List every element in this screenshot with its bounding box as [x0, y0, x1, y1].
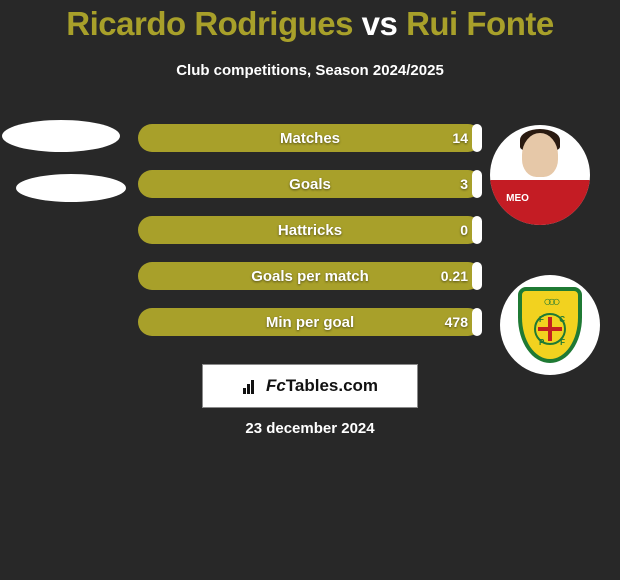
stat-label: Min per goal [266, 314, 354, 331]
player-head-icon [522, 133, 558, 177]
brand-suffix: .com [338, 376, 378, 395]
page-title: Ricardo Rodrigues vs Rui Fonte [0, 5, 620, 43]
crest-letter-tl: F [539, 315, 544, 324]
brand-icon-bar [247, 384, 250, 394]
crest-letter-bl: P [539, 338, 544, 347]
stat-bar-matches: Matches 14 [138, 124, 482, 152]
player-jersey: MEO [490, 180, 590, 225]
stat-label: Matches [280, 130, 340, 147]
brand-prefix: Fc [266, 376, 286, 395]
stat-bar-fill [472, 124, 482, 152]
stat-bar-fill [472, 262, 482, 290]
left-placeholder-shapes [2, 120, 126, 202]
branding-box: FcTables.com [202, 364, 418, 408]
stat-bar-min-per-goal: Min per goal 478 [138, 308, 482, 336]
title-player2: Rui Fonte [406, 5, 554, 42]
infographic-canvas: Ricardo Rodrigues vs Rui Fonte Club comp… [0, 0, 620, 580]
crest-rings-icon: ○○○ [518, 293, 582, 309]
stat-right-value: 3 [460, 176, 468, 192]
stat-right-value: 0 [460, 222, 468, 238]
stat-bar-goals: Goals 3 [138, 170, 482, 198]
player-photo-top: MEO [490, 125, 590, 225]
crest-letters: F C P F [536, 315, 568, 347]
stat-right-value: 14 [452, 130, 468, 146]
stat-bar-hattricks: Hattricks 0 [138, 216, 482, 244]
crest-letter-br: F [560, 338, 565, 347]
stat-label: Hattricks [278, 222, 342, 239]
crest-letter-tr: C [559, 315, 565, 324]
subtitle-text: Club competitions, Season 2024/2025 [0, 62, 620, 79]
brand-main: Tables [286, 376, 339, 395]
brand-icon-bar [243, 388, 246, 394]
title-player1: Ricardo Rodrigues [66, 5, 353, 42]
placeholder-ellipse-1 [2, 120, 120, 152]
jersey-sponsor-text: MEO [500, 188, 535, 208]
stat-label: Goals per match [251, 268, 369, 285]
stat-bars-container: Matches 14 Goals 3 Hattricks 0 Goals per… [138, 124, 482, 354]
stat-label: Goals [289, 176, 331, 193]
brand-text: FcTables.com [266, 376, 378, 396]
club-crest-icon: ○○○ F C P F [518, 287, 582, 363]
club-crest-photo: ○○○ F C P F [500, 275, 600, 375]
brand-icon-bar [251, 380, 254, 394]
stat-right-value: 478 [445, 314, 468, 330]
date-text: 23 december 2024 [0, 420, 620, 437]
stat-bar-fill [472, 216, 482, 244]
title-vs: vs [362, 5, 398, 42]
stat-right-value: 0.21 [441, 268, 468, 284]
brand-chart-icon [242, 376, 262, 396]
crest-cross-circle: F C P F [534, 313, 566, 345]
placeholder-ellipse-2 [16, 174, 126, 202]
stat-bar-fill [472, 308, 482, 336]
stat-bar-fill [472, 170, 482, 198]
stat-bar-goals-per-match: Goals per match 0.21 [138, 262, 482, 290]
